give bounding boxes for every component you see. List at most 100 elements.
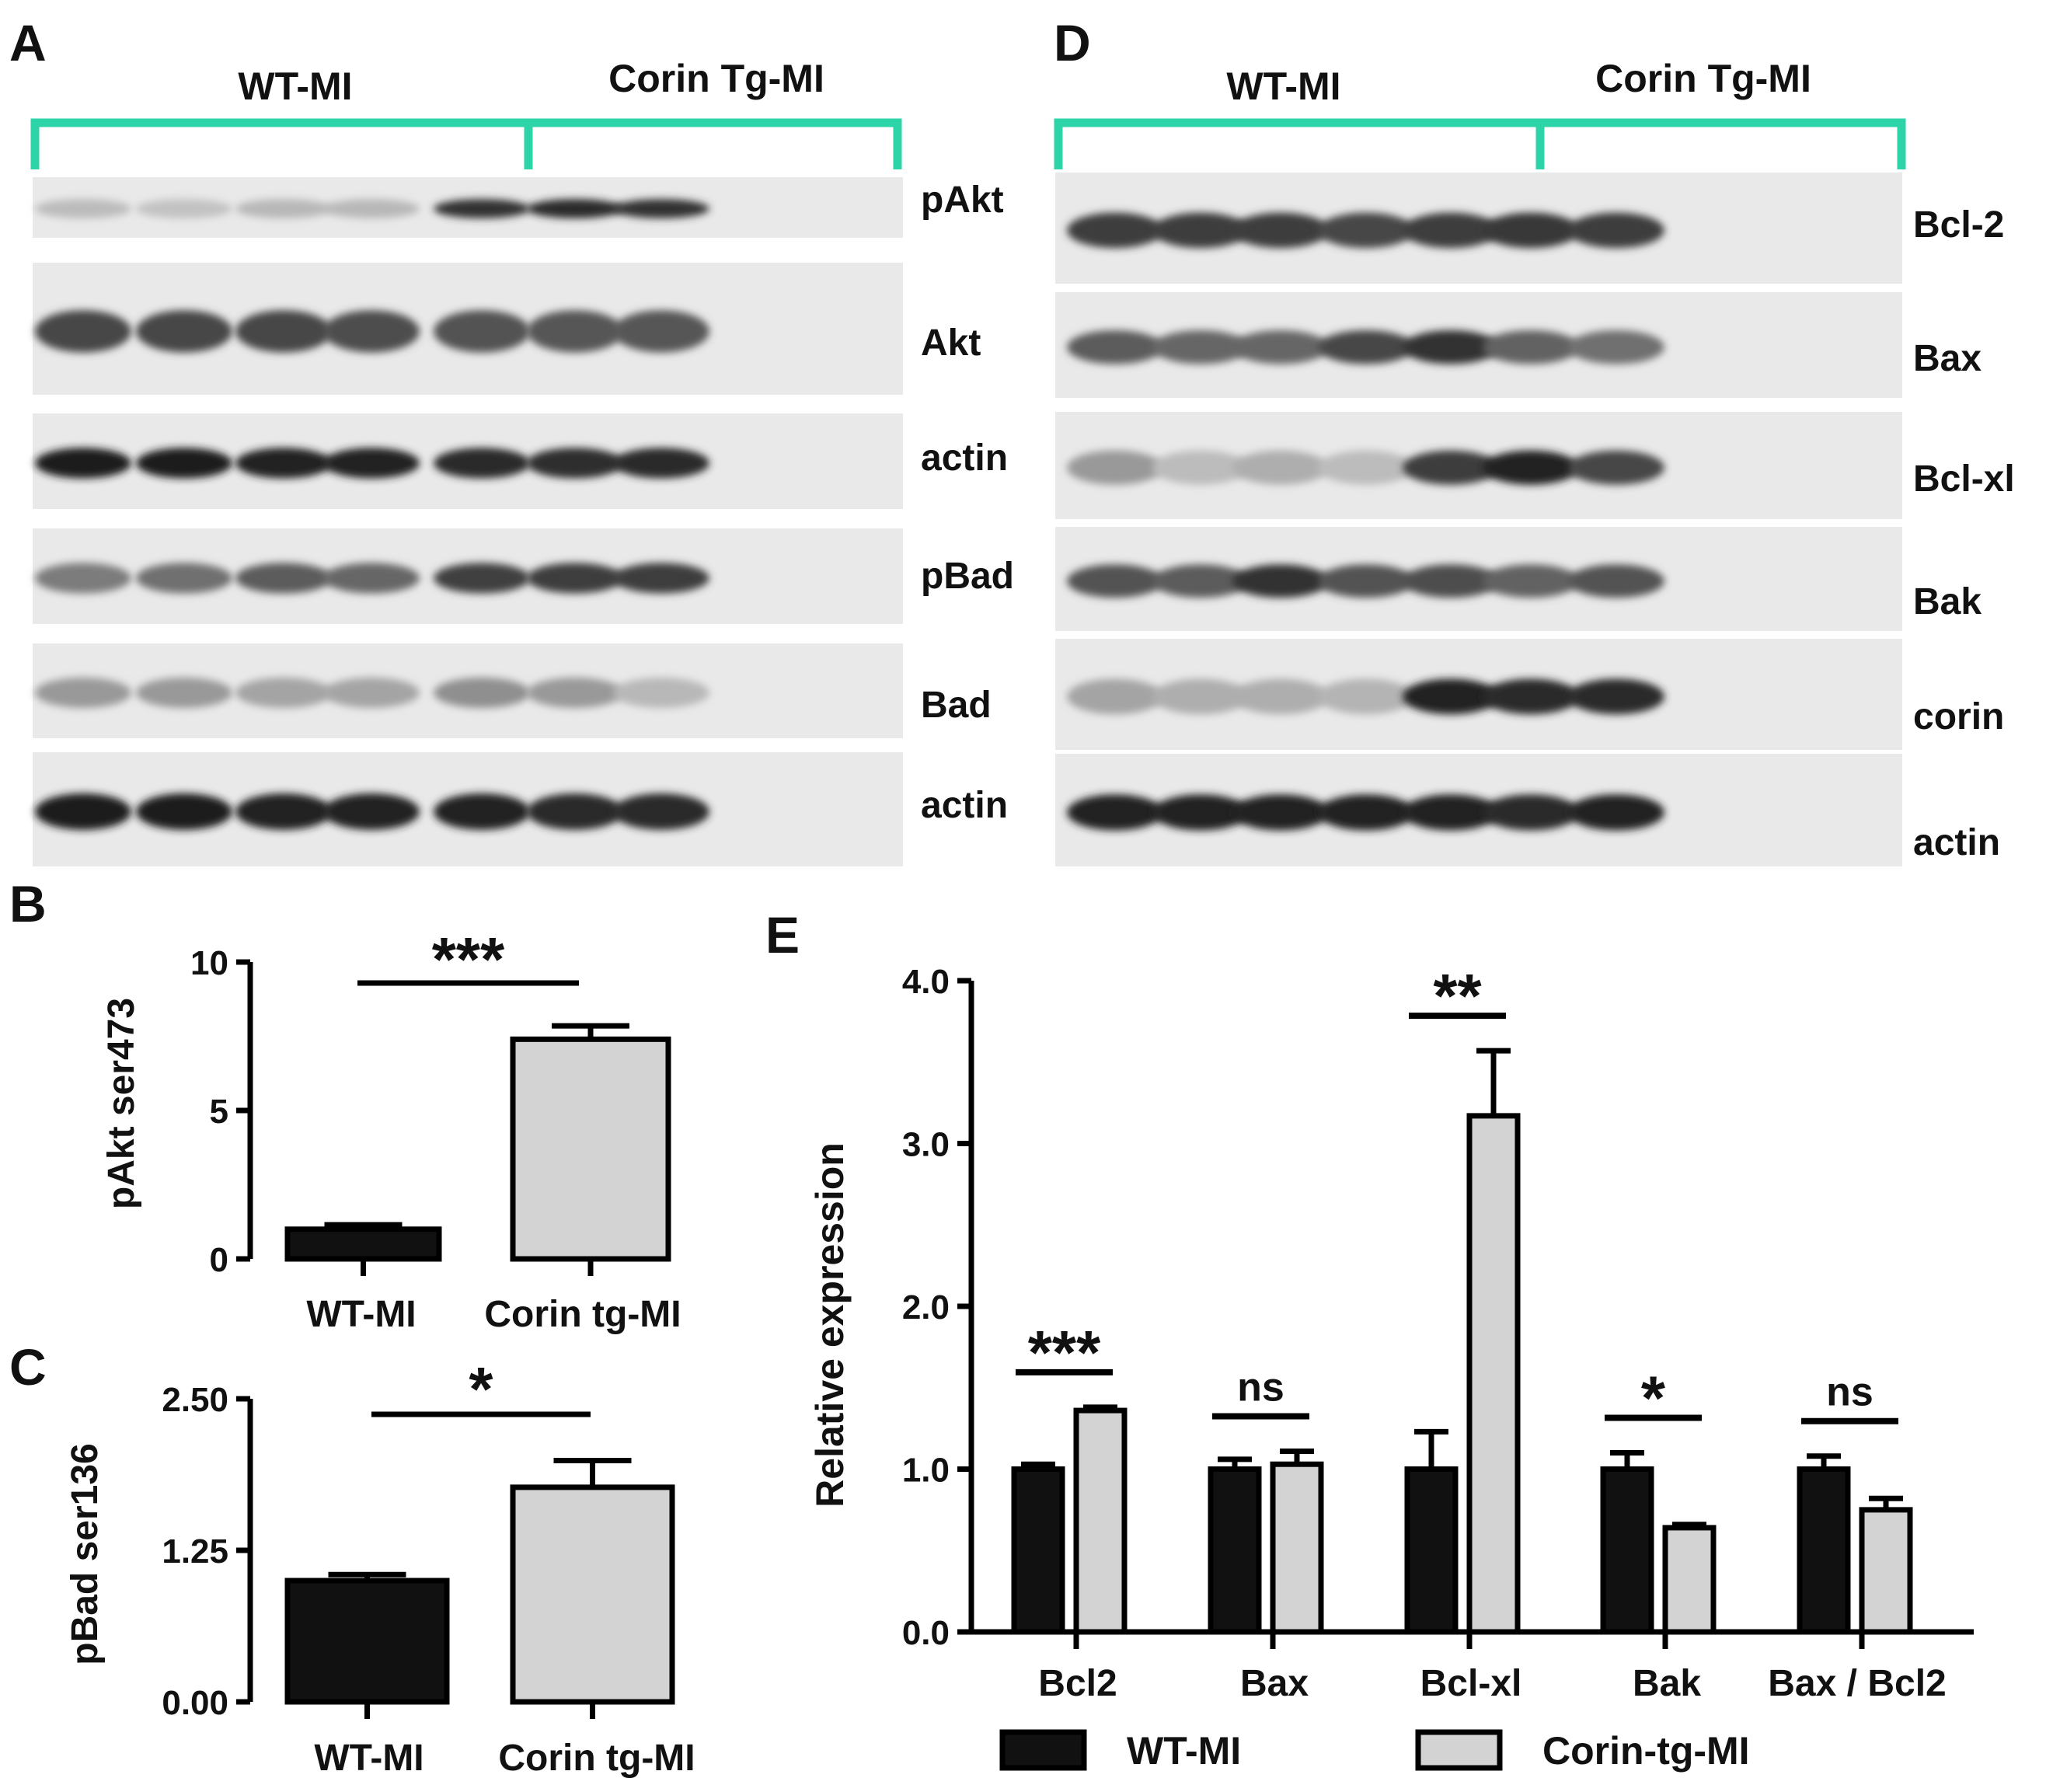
panel-d-blot-label: actin <box>1913 822 2000 863</box>
bar-wt-bcl-xl <box>1404 1466 1459 1635</box>
x-tick-label: Bax / Bcl2 <box>1768 1663 1946 1704</box>
panel-d-band <box>1403 678 1499 715</box>
panel-a-band <box>235 793 332 830</box>
bar-tg-bak <box>1662 1525 1717 1635</box>
x-tick-label: WT-MI <box>306 1294 416 1335</box>
y-tick-label: 10 <box>190 944 228 982</box>
panel-a-band <box>527 310 623 353</box>
panel-d-band <box>1232 212 1329 249</box>
panel-d-blot-2 <box>1055 412 1902 519</box>
bar-tg-bax-bcl2 <box>1859 1507 1913 1635</box>
y-tick-label: 0 <box>210 1241 228 1279</box>
panel-d-blot-1 <box>1055 292 1902 398</box>
panel-a-band <box>613 793 709 830</box>
chart-b: 0 5 10 WT-MI Corin tg-MI *** pAkt ser473 <box>101 925 681 1335</box>
panel-d-band <box>1152 450 1249 485</box>
panel-d-band <box>1318 450 1414 485</box>
x-tick-label: Bcl-xl <box>1420 1663 1522 1704</box>
panel-a-band <box>235 448 332 479</box>
y-tick-label: 3.0 <box>902 1126 950 1164</box>
panel-a-band <box>527 677 623 708</box>
panel-d-band <box>1318 329 1414 364</box>
panel-d-band <box>1403 564 1499 598</box>
panel-a-band <box>235 677 332 708</box>
panel-a-letter: A <box>9 14 47 71</box>
panel-a-blot-2 <box>33 413 903 509</box>
bar-wt-bax <box>1208 1466 1262 1635</box>
y-axis-label: pBad ser136 <box>64 1443 106 1665</box>
panel-a-band <box>613 448 709 479</box>
panel-d-band <box>1232 450 1329 485</box>
y-tick-label: 1.0 <box>902 1452 950 1490</box>
bar-corin-tg-mi <box>510 1484 675 1705</box>
panel-a-band <box>235 310 332 353</box>
y-tick-label: 0.00 <box>162 1684 228 1722</box>
panel-d-blot-4 <box>1055 639 1902 750</box>
panel-d-group-wt: WT-MI <box>1226 64 1340 108</box>
panel-a-blot-label: actin <box>921 785 1008 826</box>
panel-a-band <box>136 677 232 708</box>
x-tick-label: Bak <box>1633 1663 1701 1704</box>
panel-a-band <box>527 793 623 830</box>
bar-wt-bak <box>1600 1466 1654 1635</box>
panel-d-band <box>1232 794 1329 831</box>
panel-a-band <box>136 448 232 479</box>
panel-a-band <box>323 563 420 594</box>
panel-a-band <box>613 199 709 219</box>
panel-a-group-wt: WT-MI <box>238 64 352 108</box>
panel-a-blot-0 <box>33 177 903 238</box>
panel-d-band <box>1152 329 1249 364</box>
legend-label-tg: Corin-tg-MI <box>1542 1729 1750 1773</box>
panel-d-band <box>1152 212 1249 249</box>
bar-wt-bcl2 <box>1011 1466 1065 1635</box>
x-tick-label: WT-MI <box>314 1738 423 1779</box>
significance-marker: * <box>469 1354 493 1424</box>
panel-d-blot-label: Bax <box>1913 338 1982 379</box>
bar-wt-mi <box>284 1226 442 1262</box>
panel-d-blot-0 <box>1055 173 1902 284</box>
panel-d-band <box>1568 794 1664 831</box>
panel-d-blot-label: Bak <box>1913 581 1982 622</box>
x-tick-label: Bax <box>1240 1663 1309 1704</box>
panel-d-band <box>1483 212 1579 249</box>
panel-a-band <box>235 563 332 594</box>
bar-corin-tg-mi <box>510 1036 671 1262</box>
panel-d-blot-3 <box>1055 527 1902 631</box>
bar-tg-bcl-xl <box>1466 1113 1521 1635</box>
panel-d-band <box>1403 212 1499 249</box>
panel-a-band <box>434 793 530 830</box>
panel-d-band <box>1232 678 1329 715</box>
significance-marker: *** <box>1028 1318 1101 1387</box>
panel-a-blot-3 <box>33 528 903 624</box>
panel-a-band <box>434 563 530 594</box>
panel-d-band <box>1483 794 1579 831</box>
panel-a-blot-label: Bad <box>921 685 992 726</box>
panel-d-band <box>1152 678 1249 715</box>
panel-d-band <box>1568 678 1664 715</box>
bar-tg-bcl2 <box>1073 1407 1128 1635</box>
panel-d-band <box>1067 794 1163 831</box>
x-tick-label: Bcl2 <box>1038 1663 1117 1704</box>
panel-c-letter: C <box>9 1338 47 1396</box>
significance-marker: ** <box>1433 961 1482 1030</box>
chart-e: 0.0 1.0 2.0 3.0 4.0 Bcl2 *** Bax ns Bcl-xl ** Bak * B… <box>808 961 1974 1773</box>
y-tick-label: 5 <box>210 1093 228 1131</box>
legend: WT-MI Corin-tg-MI <box>999 1729 1750 1773</box>
panel-d-band <box>1232 329 1329 364</box>
y-tick-label: 4.0 <box>902 963 950 1001</box>
panel-d-blot-label: Bcl-2 <box>1913 204 2004 246</box>
panel-a-band <box>35 448 131 479</box>
bar-wt-bax-bcl2 <box>1797 1466 1851 1635</box>
panel-a-band <box>613 563 709 594</box>
panel-a-blot-label: pAkt <box>921 180 1004 221</box>
panel-d-band <box>1568 564 1664 598</box>
y-tick-label: 0.0 <box>902 1614 950 1652</box>
panel-d-band <box>1067 450 1163 485</box>
panel-a-blot-label: pBad <box>921 556 1014 597</box>
panel-a-band <box>527 199 623 219</box>
panel-a-band <box>35 310 131 353</box>
panel-d-band <box>1067 678 1163 715</box>
y-axis-label: pAkt ser473 <box>101 998 142 1209</box>
